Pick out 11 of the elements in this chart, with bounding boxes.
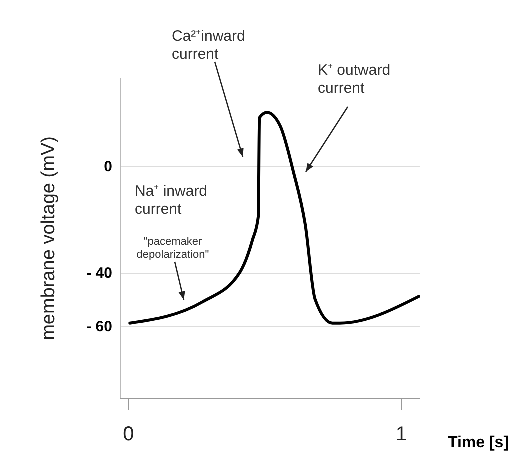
line-series bbox=[128, 111, 420, 325]
y-axis-title: membrane voltage (mV) bbox=[38, 136, 60, 340]
annotation: "pacemaker depolarization" bbox=[136, 236, 210, 262]
annotation: Na⁺ inward current bbox=[135, 183, 209, 219]
annotation: K⁺ outward current bbox=[318, 62, 392, 98]
text: Ca²⁺inward current bbox=[172, 28, 246, 64]
x-axis-title: Time [s] bbox=[448, 434, 510, 452]
x-tick-label: 1 bbox=[396, 424, 407, 446]
y-tick-label: - 40 bbox=[86, 265, 112, 282]
y-tick-label: - 60 bbox=[86, 318, 112, 336]
y-tick-label: 0 bbox=[104, 158, 112, 176]
